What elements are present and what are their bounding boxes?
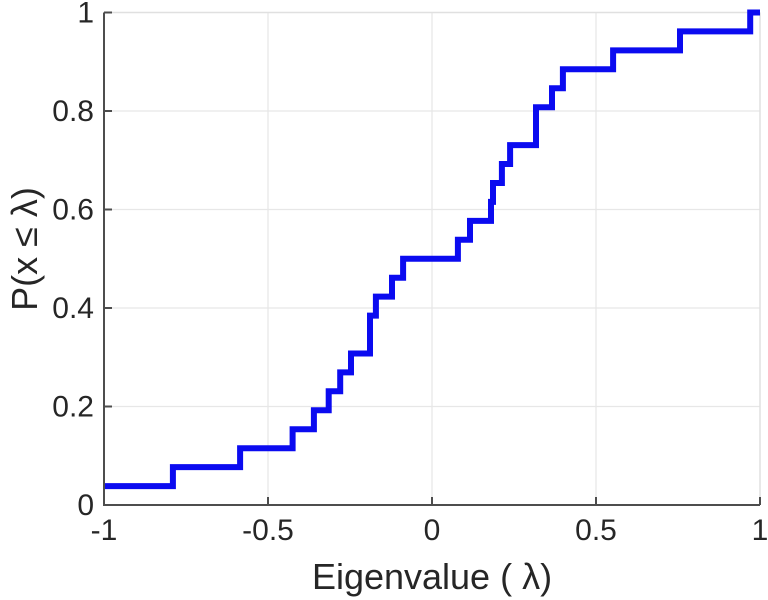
x-tick-label: -0.5 [242, 514, 294, 547]
y-tick-label: 0.2 [52, 391, 94, 424]
y-tick-label: 0.6 [52, 194, 94, 227]
x-tick-label: -1 [91, 514, 118, 547]
x-axis-label: Eigenvalue ( λ) [311, 556, 553, 597]
y-tick-label: 0.4 [52, 292, 94, 325]
x-tick-label: 0.5 [575, 514, 617, 547]
y-tick-label: 0 [77, 489, 94, 522]
x-tick-label: 1 [752, 514, 768, 547]
y-tick-label: 0.8 [52, 95, 94, 128]
y-axis-label: P(x ≤ λ) [4, 187, 45, 311]
x-tick-label: 0 [424, 514, 441, 547]
y-tick-label: 1 [77, 0, 94, 30]
ecdf-step-line [104, 9, 760, 490]
